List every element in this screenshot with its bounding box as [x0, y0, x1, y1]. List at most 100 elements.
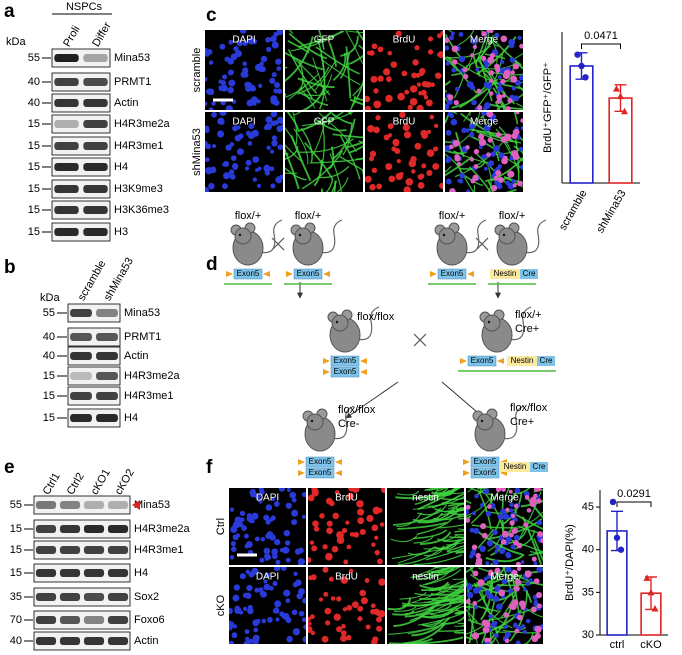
fiber: [510, 488, 519, 502]
genotype-label: flox/flox: [338, 404, 376, 416]
nucleus: [336, 626, 343, 633]
fiber: [479, 30, 490, 60]
nucleus: [263, 165, 271, 173]
nucleus: [510, 75, 518, 83]
nucleus: [481, 31, 487, 37]
fiber: [455, 609, 464, 613]
mouse-eye: [298, 233, 302, 237]
nucleus: [418, 91, 423, 96]
nucleus: [217, 117, 225, 125]
mouse-head: [483, 314, 501, 332]
blot-band: [83, 54, 108, 62]
kda-marker: 15: [43, 370, 55, 382]
nucleus: [205, 128, 210, 134]
nucleus: [292, 581, 299, 588]
nucleus: [484, 124, 491, 132]
fiber: [524, 632, 534, 644]
y-axis-label: BrdU⁺GFP⁺/GFP⁺: [542, 62, 554, 153]
nucleus: [283, 589, 291, 597]
fiber: [288, 30, 294, 35]
protein-label: H4R3me1: [134, 544, 184, 556]
nucleus: [313, 488, 319, 494]
mouse-eye: [487, 320, 491, 324]
nucleus: [409, 98, 418, 106]
nucleus: [271, 553, 278, 560]
nucleus: [227, 58, 235, 65]
genotype-label: flox/+: [295, 210, 322, 222]
nucleus: [453, 99, 459, 106]
nucleus: [338, 535, 344, 541]
exon-box: [470, 456, 500, 468]
nucleus: [432, 162, 440, 170]
nucleus: [245, 540, 253, 548]
stain-label: Merge: [470, 117, 499, 128]
nucleus: [271, 548, 279, 556]
fiber: [457, 515, 464, 518]
nucleus: [445, 178, 452, 185]
blot-band: [59, 501, 81, 509]
nucleus: [512, 153, 520, 160]
nucleus: [373, 608, 380, 615]
blot-band: [35, 593, 57, 601]
fiber: [431, 583, 464, 592]
stain-label: GFP: [314, 117, 335, 128]
blot-strip: [51, 222, 111, 242]
nucleus: [230, 541, 236, 547]
protein-label: H3: [114, 226, 128, 238]
nucleus: [507, 588, 513, 594]
genotype-label: flox/+: [515, 309, 542, 321]
nucleus: [511, 132, 518, 140]
nucleus: [533, 599, 538, 604]
nucleus: [487, 504, 492, 509]
fiber: [390, 535, 418, 543]
blot-band: [96, 333, 118, 341]
nucleus: [466, 517, 471, 523]
blot-strip: [67, 346, 121, 366]
fiber: [291, 55, 331, 96]
nucleus: [380, 488, 385, 493]
blot-strip: [51, 48, 111, 68]
data-point: [613, 534, 621, 541]
nucleus: [275, 58, 282, 65]
fiber: [438, 629, 464, 632]
nucleus: [365, 105, 371, 110]
fiber: [487, 180, 494, 192]
nucleus: [540, 538, 543, 544]
nucleus: [468, 123, 476, 130]
fiber: [345, 46, 352, 99]
nucleus: [341, 623, 346, 629]
nucleus: [507, 182, 515, 190]
fiber: [448, 502, 464, 507]
nucleus: [239, 610, 244, 615]
blot-band: [54, 142, 79, 150]
nucleus: [264, 553, 271, 560]
blot-band: [96, 309, 118, 317]
nucleus: [260, 537, 266, 542]
nucleus: [239, 510, 246, 517]
nucleus: [513, 517, 518, 522]
nucleus: [454, 155, 461, 162]
nucleus: [238, 522, 244, 528]
blot-band: [35, 525, 57, 533]
nucleus: [534, 625, 542, 633]
y-axis-label: BrdU⁺/DAPI(%): [564, 524, 576, 601]
fiber: [492, 87, 509, 110]
nucleus: [228, 169, 235, 175]
nucleus: [346, 492, 354, 500]
nucleus: [271, 135, 278, 141]
nucleus: [401, 70, 408, 77]
fiber: [344, 141, 363, 149]
blot-band: [35, 569, 57, 577]
stain-label: DAPI: [256, 572, 279, 583]
blot-band: [70, 309, 92, 317]
mouse-eye: [310, 419, 314, 423]
nucleus: [376, 625, 383, 632]
blot-strip: [33, 495, 131, 515]
fiber: [416, 601, 464, 615]
blot-band: [35, 616, 57, 624]
nucleus: [205, 187, 210, 192]
fiber: [457, 508, 464, 511]
nucleus: [488, 70, 495, 76]
fiber: [477, 54, 504, 108]
